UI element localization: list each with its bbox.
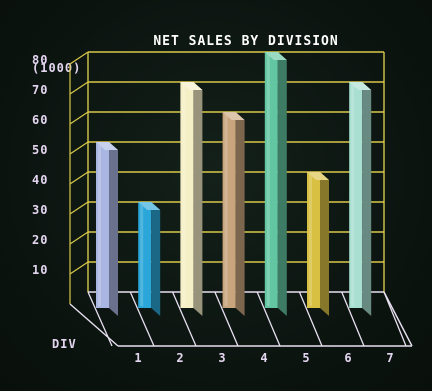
gridline-side [69, 201, 89, 215]
bar-side [235, 112, 245, 316]
y-tick-labels: 10 20 30 40 50 60 70 80 [32, 53, 48, 277]
bar-top [222, 112, 245, 120]
gridline-side [69, 261, 89, 275]
y-tick-label: 20 [32, 233, 48, 247]
floor-left-edge [69, 303, 119, 347]
bar-highlight [309, 174, 312, 306]
x-tick-label: 5 [302, 351, 309, 365]
bar-side [277, 52, 287, 316]
x-tick-labels: 1 2 3 4 5 6 7 [134, 351, 393, 365]
bar-highlight [98, 144, 101, 306]
bar-top [264, 52, 287, 60]
bar-3 [180, 82, 203, 316]
y-tick-label: 80 [32, 53, 48, 67]
floor-divider [129, 291, 155, 347]
bar-4 [222, 112, 245, 316]
y-axis-unit-label: (1000) [32, 61, 81, 75]
x-tick-label: 2 [176, 351, 183, 365]
bar-side [151, 202, 161, 316]
bar-front [96, 142, 109, 308]
bar-top [138, 202, 161, 210]
bar-highlight [351, 84, 355, 306]
bar-front [264, 52, 278, 308]
bar-top [349, 82, 372, 90]
gridline-side [69, 231, 89, 245]
bar-top [307, 172, 329, 180]
gridline-side [69, 81, 89, 95]
y-tick-label: 30 [32, 203, 48, 217]
gridline-side [69, 171, 89, 185]
bar-front [307, 172, 320, 308]
x-tick-label: 7 [386, 351, 393, 365]
x-tick-label: 1 [134, 351, 141, 365]
bar-highlight [140, 204, 144, 306]
bar-side [193, 82, 203, 316]
bar-front [222, 112, 236, 308]
floor-divider [87, 291, 113, 347]
bar-highlight [266, 54, 270, 306]
bar-top [180, 82, 203, 90]
floor-divider [341, 291, 365, 347]
bar-6 [307, 172, 329, 316]
y-tick-label: 10 [32, 263, 48, 277]
bar-side [362, 82, 372, 316]
y-tick-label: 70 [32, 83, 48, 97]
floor-divider [214, 291, 239, 347]
bar-highlight [224, 114, 228, 306]
bar-7 [349, 82, 372, 316]
bar-side [109, 142, 118, 316]
y-tick-label: 50 [32, 143, 48, 157]
floor-divider [256, 291, 281, 347]
floor-right-edge [383, 291, 413, 347]
bar-top [96, 142, 118, 150]
bars [96, 52, 372, 316]
bar-2 [138, 202, 161, 316]
bar-5 [264, 52, 287, 316]
axes [69, 291, 413, 347]
bar-front [349, 82, 363, 308]
x-axis-label: DIV [52, 337, 77, 351]
x-tick-label: 6 [344, 351, 351, 365]
bar-front [138, 202, 152, 308]
chart-title: NET SALES BY DIVISION [153, 34, 338, 49]
y-tick-label: 40 [32, 173, 48, 187]
bar-highlight [182, 84, 186, 306]
floor-divider [383, 291, 407, 347]
floor-divider [171, 291, 197, 347]
bar-side [320, 172, 329, 316]
gridline-side [69, 111, 89, 125]
bar-front [180, 82, 194, 308]
bar-1 [96, 142, 118, 316]
y-tick-label: 60 [32, 113, 48, 127]
gridline-side [69, 141, 89, 155]
x-tick-label: 4 [260, 351, 267, 365]
gridline-side [69, 51, 89, 65]
floor-divider [298, 291, 323, 347]
x-tick-label: 3 [218, 351, 225, 365]
